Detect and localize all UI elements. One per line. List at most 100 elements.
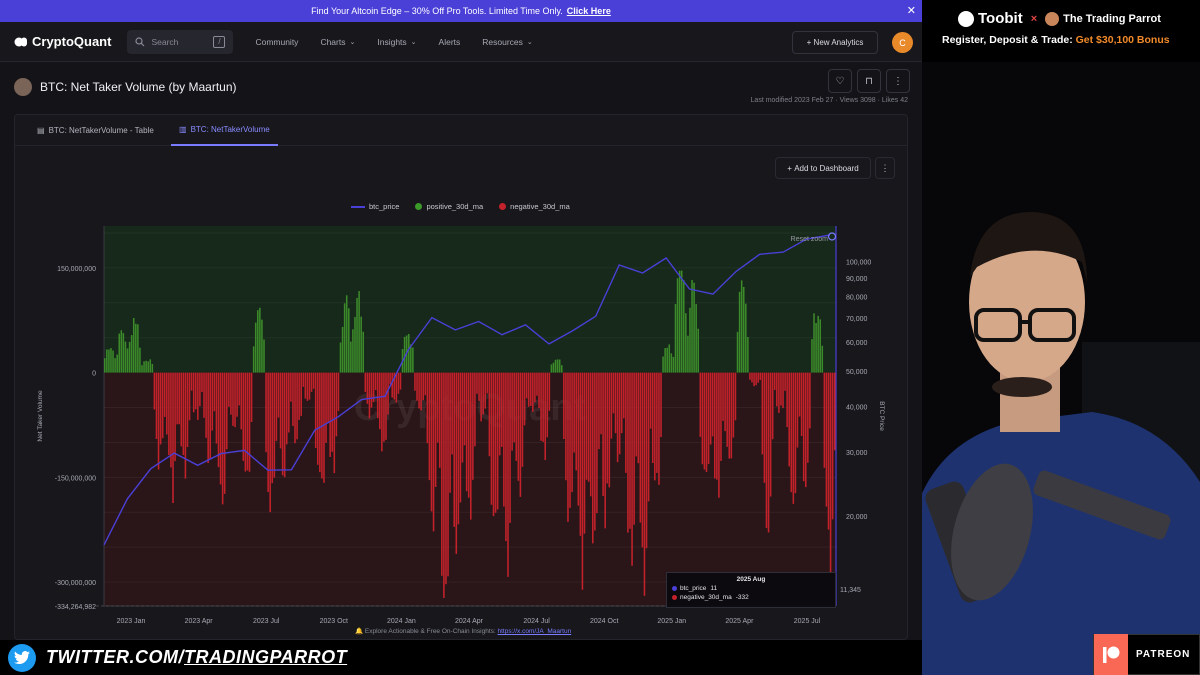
positive-bar [362, 331, 365, 373]
legend-label: btc_price [369, 202, 400, 211]
negative-bar [316, 372, 319, 465]
positive-bar [736, 331, 739, 373]
negative-bar [486, 372, 489, 394]
negative-bar [467, 372, 470, 498]
footer-note-link[interactable]: https://x.com/JA_Maartun [497, 628, 572, 635]
chart-legend: btc_price positive_30d_ma negative_30d_m… [351, 202, 586, 211]
chart-more-button[interactable]: ⋮ [875, 157, 895, 179]
negative-bar [219, 372, 222, 485]
cryptoquant-logo-icon [14, 37, 27, 46]
twitter-prefix: TWITTER.COM/ [46, 647, 184, 667]
negative-bar [379, 372, 381, 430]
negative-bar [798, 372, 801, 417]
negative-bar [178, 372, 180, 425]
negative-bar [474, 372, 476, 447]
promo-text: Find Your Altcoin Edge – 30% Off Pro Too… [311, 6, 563, 16]
negative-bar [831, 372, 834, 520]
positive-bar [558, 359, 561, 373]
right-tick-label: 90,000 [846, 276, 868, 283]
negative-bar [587, 372, 590, 482]
reset-zoom-button[interactable]: Reset zoom [791, 236, 829, 243]
negative-bar [778, 372, 780, 413]
positive-bar [740, 280, 743, 373]
footer-note: 🔔 Explore Actionable & Free On-Chain Ins… [355, 627, 571, 635]
search-placeholder: Search [151, 36, 179, 47]
legend-item-btc-price[interactable]: btc_price [351, 202, 399, 211]
promo-link[interactable]: Click Here [566, 6, 611, 16]
nav-resources[interactable]: Resources ⌄ [482, 37, 533, 47]
tab-chart[interactable]: ▥ BTC: NetTakerVolume [171, 115, 278, 146]
negative-bar [223, 372, 226, 494]
negative-bar [465, 372, 468, 492]
negative-bar [370, 372, 373, 408]
author-avatar[interactable] [14, 78, 32, 96]
tab-table[interactable]: ▤ BTC: NetTakerVolume - Table [37, 115, 154, 146]
negative-bar [714, 372, 716, 479]
negative-bar [207, 372, 209, 464]
positive-bar [124, 341, 127, 373]
positive-bar [345, 295, 348, 373]
negative-bar [658, 372, 660, 485]
negative-bar [333, 372, 336, 474]
positive-bar [550, 364, 553, 373]
positive-bar [811, 339, 813, 373]
legend-item-positive[interactable]: positive_30d_ma [415, 202, 483, 211]
nav-insights[interactable]: Insights ⌄ [377, 37, 416, 47]
logo[interactable]: CryptoQuant [14, 34, 111, 49]
avatar[interactable]: C [892, 32, 913, 53]
negative-bar [176, 372, 178, 425]
sponsor-cta: Register, Deposit & Trade: Get $30,100 B… [942, 34, 1170, 46]
tooltip-row: negative_30d_ma -332 [672, 594, 830, 601]
chart-canvas[interactable]: CryptoQuant 150,000,000 0 -150,000,000 -300,… [0, 0, 922, 640]
positive-bar [680, 270, 683, 373]
close-icon[interactable]: ✕ [906, 5, 916, 17]
negative-bar [478, 372, 480, 401]
negative-bar [536, 372, 538, 396]
positive-bar [135, 323, 137, 373]
negative-bar [329, 372, 331, 457]
positive-bar [742, 286, 745, 373]
nav-community[interactable]: Community [255, 37, 298, 47]
add-to-dashboard-button[interactable]: + Add to Dashboard [775, 157, 871, 179]
negative-bar [631, 372, 633, 566]
negative-bar [416, 372, 418, 401]
negative-bar [174, 372, 176, 462]
positive-bar [560, 365, 563, 373]
negative-bar [434, 372, 437, 487]
negative-bar [443, 372, 445, 598]
bookmark-button[interactable]: ⊓ [857, 69, 881, 93]
negative-bar [447, 372, 449, 577]
positive-bar [747, 336, 749, 373]
tooltip-name: negative_30d_ma [680, 594, 732, 601]
positive-bar [664, 348, 666, 373]
positive-bar [143, 361, 145, 373]
new-analytics-button[interactable]: + New Analytics [792, 31, 878, 54]
negative-bar [726, 372, 728, 447]
negative-bar [709, 372, 712, 445]
nav-alerts[interactable]: Alerts [439, 37, 461, 47]
legend-item-negative[interactable]: negative_30d_ma [499, 202, 570, 211]
x-tick-label: 2023 Jan [117, 618, 146, 625]
negative-bar [163, 372, 166, 417]
negative-bar [190, 372, 193, 391]
nav-charts[interactable]: Charts ⌄ [320, 37, 355, 47]
negative-bar [610, 372, 613, 439]
negative-bar [525, 372, 528, 399]
negative-bar [786, 372, 788, 428]
negative-bar [571, 372, 573, 493]
like-button[interactable]: ♡ [828, 69, 852, 93]
negative-bar [804, 372, 807, 488]
more-button[interactable]: ⋮ [886, 69, 910, 93]
negative-bar [300, 372, 302, 416]
positive-bar [670, 353, 673, 373]
search-input[interactable]: Search / [127, 29, 234, 54]
negative-bar [395, 372, 398, 403]
negative-bar [807, 372, 809, 463]
tooltip-date: 2025 Aug [736, 576, 766, 583]
negative-bar [734, 372, 737, 421]
negative-bar [767, 372, 770, 533]
page-meta: Last modified 2023 Feb 27 · Views 3098 ·… [750, 97, 908, 104]
negative-bar [250, 372, 253, 422]
left-tick-label: 150,000,000 [57, 266, 96, 273]
positive-bar [407, 333, 410, 373]
